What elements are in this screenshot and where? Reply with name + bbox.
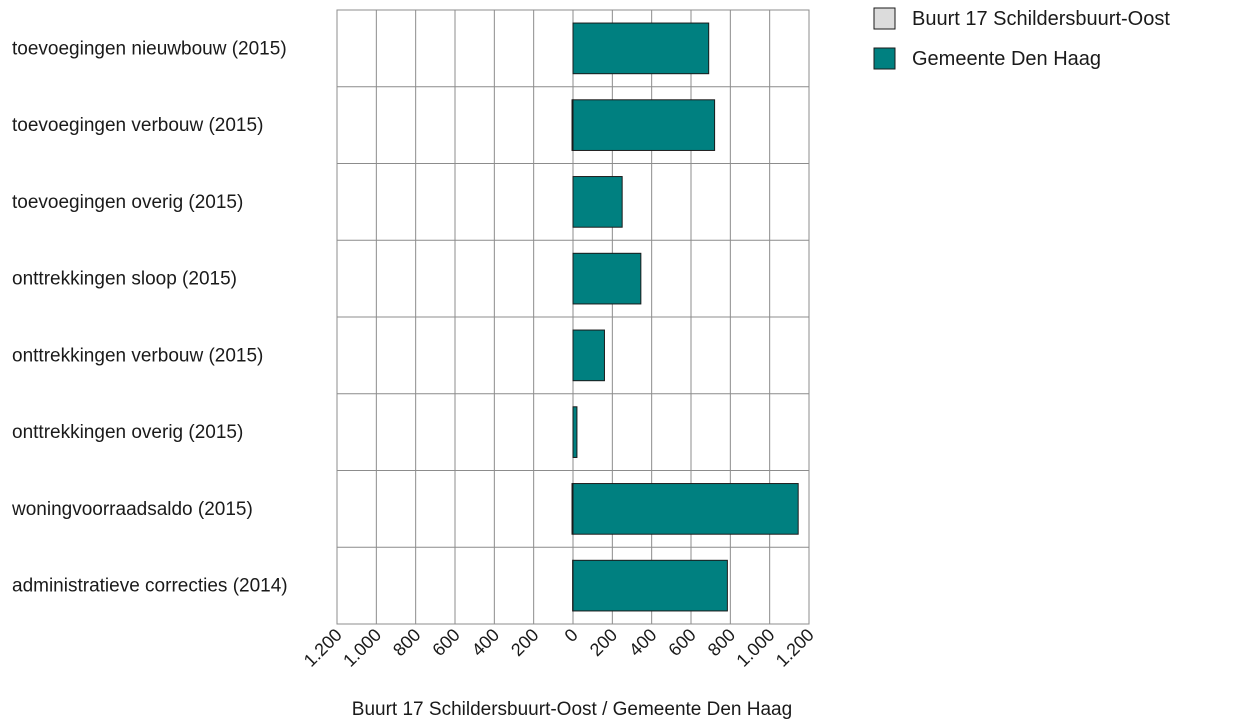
legend: Buurt 17 Schildersbuurt-Oost Gemeente Den… (874, 8, 1170, 70)
category-label: toevoegingen nieuwbouw (2015) (12, 38, 287, 59)
bar-gemeente (573, 100, 715, 151)
x-axis-title: Buurt 17 Schildersbuurt-Oost / Gemeente … (352, 699, 792, 720)
x-tick-label: 400 (625, 625, 660, 660)
bar-gemeente (573, 484, 798, 535)
legend-label: Gemeente Den Haag (912, 48, 1101, 70)
bar-gemeente (573, 23, 709, 74)
category-label: onttrekkingen verbouw (2015) (12, 345, 263, 366)
category-label: toevoegingen verbouw (2015) (12, 115, 263, 136)
bar-gemeente (573, 177, 622, 228)
category-label: woningvoorraadsaldo (2015) (11, 499, 253, 520)
legend-swatch (874, 8, 895, 29)
bar-gemeente (573, 407, 577, 458)
category-label: administratieve correcties (2014) (12, 576, 288, 597)
category-label: toevoegingen overig (2015) (12, 192, 243, 213)
category-label: onttrekkingen sloop (2015) (12, 269, 237, 290)
x-tick-label: 400 (468, 625, 503, 660)
x-tick-label: 1.200 (772, 625, 818, 671)
legend-label: Buurt 17 Schildersbuurt-Oost (912, 8, 1170, 30)
x-tick-label: 600 (428, 625, 463, 660)
bar-gemeente (573, 560, 727, 611)
x-tick-label: 600 (664, 625, 699, 660)
x-tick-label: 1.000 (339, 625, 385, 671)
category-labels: toevoegingen nieuwbouw (2015) toevoeginge… (11, 38, 288, 596)
x-tick-label: 1.200 (300, 625, 346, 671)
x-tick-label: 200 (586, 625, 621, 660)
x-tick-label: 200 (507, 625, 542, 660)
x-tick-label: 800 (389, 625, 424, 660)
legend-swatch (874, 48, 895, 69)
bar-gemeente (573, 330, 604, 381)
x-tick-label: 1.000 (733, 625, 779, 671)
bar-gemeente (573, 253, 641, 304)
x-tick-label: 0 (561, 625, 582, 646)
category-label: onttrekkingen overig (2015) (12, 422, 243, 443)
